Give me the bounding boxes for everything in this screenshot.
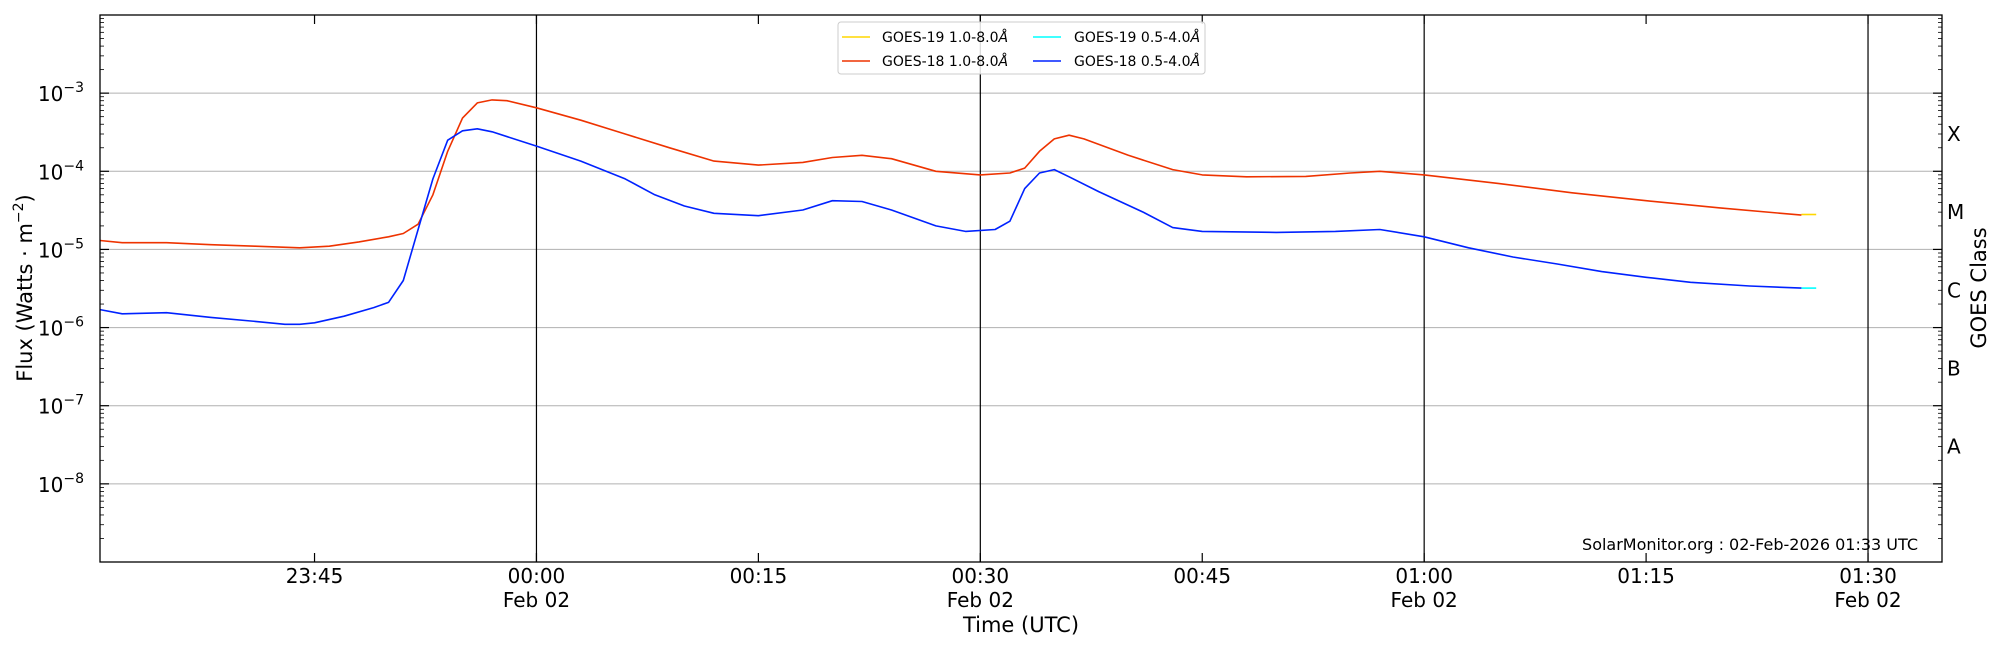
source-timestamp: SolarMonitor.org : 02-Feb-2026 01:33 UTC	[1582, 535, 1918, 554]
series-line	[99, 128, 1802, 326]
series-line	[99, 99, 1802, 249]
x-tick-label: 01:15	[1617, 564, 1675, 588]
x-tick-label: 01:00	[1395, 564, 1453, 588]
legend-label-goes19-short: GOES-19 0.5-4.0Å	[1074, 29, 1200, 46]
x-axis-title: Time (UTC)	[962, 613, 1079, 637]
goes-class-label: M	[1947, 200, 1964, 224]
x-tick-date-label: Feb 02	[1834, 588, 1901, 612]
goes-class-label: C	[1947, 278, 1961, 302]
legend-label-goes18-long: GOES-18 1.0-8.0Å	[882, 53, 1008, 70]
goes-class-label: A	[1947, 435, 1961, 459]
x-tick-label: 00:15	[730, 564, 788, 588]
goes-class-axis-title: GOES Class	[1967, 227, 1991, 348]
goes-class-label: X	[1947, 122, 1961, 146]
goes-class-label: B	[1947, 356, 1961, 380]
x-tick-label: 23:45	[286, 564, 344, 588]
x-tick-label: 00:45	[1173, 564, 1231, 588]
series-layer	[99, 99, 1817, 326]
y-tick-label: 10−4	[38, 158, 84, 184]
plot-frame	[99, 14, 1943, 563]
x-tick-date-label: Feb 02	[947, 588, 1014, 612]
y-tick-label: 10−8	[38, 471, 84, 497]
vertical-markers	[535, 15, 1869, 562]
grid-layer	[100, 92, 1942, 485]
legend-label-goes18-short: GOES-18 0.5-4.0Å	[1074, 53, 1200, 70]
x-tick-label: 00:30	[951, 564, 1009, 588]
y-tick-label: 10−6	[38, 315, 84, 341]
legend-label-goes19-long: GOES-19 1.0-8.0Å	[882, 29, 1008, 46]
x-tick-date-label: Feb 02	[1391, 588, 1458, 612]
legend-box	[837, 21, 1206, 75]
tick-layer	[100, 15, 1942, 562]
legend: GOES-19 1.0-8.0Å GOES-18 1.0-8.0Å GOES-1…	[837, 21, 1206, 75]
y-axis-title: Flux (Watts · m−2)	[11, 194, 37, 382]
x-tick-date-label: Feb 02	[503, 588, 570, 612]
y-tick-label: 10−3	[38, 80, 84, 106]
x-tick-label: 01:30	[1839, 564, 1897, 588]
x-tick-label: 00:00	[508, 564, 566, 588]
y-tick-label: 10−7	[38, 393, 84, 419]
y-tick-label: 10−5	[38, 236, 84, 262]
